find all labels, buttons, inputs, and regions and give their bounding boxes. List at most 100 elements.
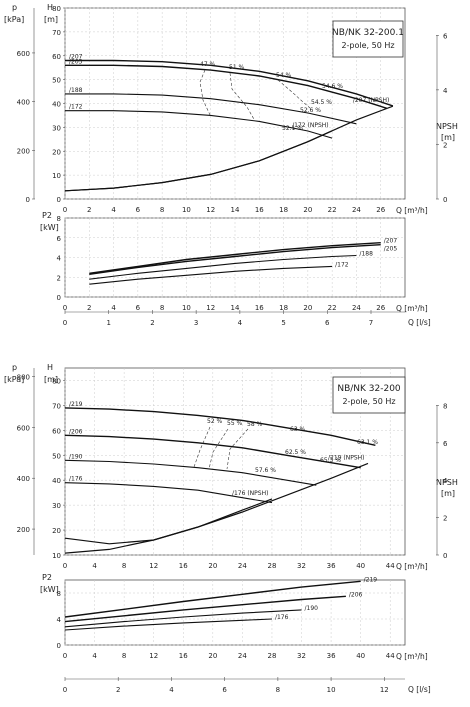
power-tick-label: 4 — [57, 616, 62, 624]
efficiency-label: 52.1 % — [282, 125, 303, 132]
ls-tick-label: 1 — [106, 319, 110, 327]
power-q-tick-label: 28 — [267, 652, 276, 660]
power-curve — [89, 242, 381, 274]
npsh-tick-label: 2 — [443, 515, 447, 523]
q-tick-label: 8 — [160, 206, 164, 214]
h-axis-label: H — [47, 363, 53, 372]
power-curve — [89, 254, 357, 280]
q-tick-label: 36 — [327, 562, 336, 570]
q-axis-label: Q [m³/h] — [396, 562, 428, 571]
power-q-tick-label: 8 — [122, 652, 126, 660]
ls-tick-label: 10 — [327, 686, 336, 694]
chart-title: NB/NK 32-200.1 — [332, 28, 404, 38]
efficiency-label: 54.6 % — [322, 83, 343, 90]
efficiency-isoline — [199, 69, 212, 118]
head-curve-label: /206 — [69, 428, 83, 435]
q-tick-label: 28 — [267, 562, 276, 570]
efficiency-isoline — [226, 428, 249, 470]
efficiency-label: 58 % — [247, 421, 263, 428]
power-q-tick-label: 20 — [303, 304, 312, 312]
h-axis-unit: [m] — [44, 375, 58, 384]
h-tick-label: 30 — [52, 124, 61, 132]
title-box — [332, 376, 406, 414]
efficiency-label: 47 % — [200, 61, 216, 68]
power-curve — [89, 244, 381, 275]
power-q-tick-label: 22 — [328, 304, 337, 312]
p-axis-unit: [kPa] — [4, 375, 24, 384]
power-q-tick-label: 26 — [376, 304, 385, 312]
q-tick-label: 24 — [238, 562, 247, 570]
power-curve-label: /219 — [364, 576, 378, 583]
power-curve-label: /205 — [384, 246, 398, 253]
power-tick-label: 2 — [57, 274, 61, 282]
efficiency-isoline — [229, 72, 256, 122]
efficiency-label: 65.3 % — [320, 457, 341, 464]
h-tick-label: 80 — [52, 377, 61, 385]
npsh-curve-label: /176 (NPSH) — [232, 490, 269, 497]
head-curve — [64, 482, 273, 504]
head-curve — [65, 64, 388, 109]
head-curve — [64, 459, 317, 486]
h-tick-label: 10 — [52, 172, 61, 180]
ls-tick-label: 7 — [369, 319, 373, 327]
power-panel-frame — [64, 579, 406, 646]
npsh-axis-label: NPSH — [436, 478, 458, 487]
power-axis-unit: [kW] — [40, 585, 59, 594]
power-tick-label: 6 — [57, 235, 62, 243]
power-q-tick-label: 32 — [297, 652, 306, 660]
title-box — [332, 20, 404, 58]
h-tick-label: 20 — [52, 527, 61, 535]
chart-top: H[m]p[kPa]010203040506070806004002000NPS… — [4, 3, 458, 327]
efficiency-label: 55 % — [227, 420, 243, 427]
q-tick-label: 12 — [206, 206, 215, 214]
power-q-tick-label: 0 — [63, 304, 67, 312]
power-curve — [89, 265, 333, 285]
efficiency-label: 52 % — [207, 418, 223, 425]
power-q-tick-label: 16 — [179, 652, 188, 660]
q-tick-label: 10 — [182, 206, 191, 214]
power-tick-label: 8 — [57, 590, 61, 598]
p-tick-label: 400 — [17, 99, 30, 107]
head-curve-label: /176 — [69, 476, 83, 483]
power-q-tick-label: 0 — [63, 652, 67, 660]
power-q-tick-label: 4 — [92, 652, 97, 660]
ls-tick-label: 8 — [276, 686, 280, 694]
q-tick-label: 20 — [303, 206, 312, 214]
h-tick-label: 70 — [52, 402, 61, 410]
power-q-tick-label: 16 — [255, 304, 264, 312]
h-tick-label: 30 — [52, 502, 61, 510]
h-tick-label: 60 — [52, 427, 61, 435]
h-tick-label: 60 — [52, 53, 61, 61]
h-tick-label: 80 — [52, 5, 61, 13]
h-tick-label: 40 — [52, 477, 61, 485]
efficiency-label: 52.6 % — [300, 107, 321, 114]
ls-tick-label: 2 — [116, 686, 120, 694]
p-axis-label: p — [12, 3, 17, 12]
npsh-tick-label: 4 — [443, 87, 448, 95]
power-q-tick-label: 14 — [231, 304, 240, 312]
efficiency-label: 62.5 % — [285, 449, 306, 456]
npsh-curve-label: /219 (NPSH) — [328, 454, 365, 461]
ls-tick-label: 0 — [63, 319, 67, 327]
q-tick-label: 0 — [63, 562, 67, 570]
power-tick-label: 0 — [57, 642, 61, 650]
ls-tick-label: 2 — [150, 319, 154, 327]
efficiency-label: 57.6 % — [255, 467, 276, 474]
p-tick-label: 200 — [17, 526, 30, 534]
chart-subtitle: 2-pole, 50 Hz — [341, 41, 394, 50]
efficiency-isoline — [277, 79, 311, 109]
power-curve — [64, 609, 302, 628]
h-axis-label: H — [47, 3, 53, 12]
chart-bottom: H[m]p[kPa]1020304050607080800600400200NP… — [4, 363, 458, 694]
p-tick-label: 800 — [17, 374, 30, 382]
power-q-tick-label: 10 — [182, 304, 191, 312]
p-axis-unit: [kPa] — [4, 15, 24, 24]
head-curve — [65, 93, 357, 125]
efficiency-isoline — [208, 428, 229, 470]
power-axis-unit: [kW] — [40, 223, 59, 232]
power-curve-label: /190 — [305, 605, 319, 612]
efficiency-label: 54.5 % — [311, 99, 332, 106]
ls-axis-label: Q [l/s] — [408, 318, 431, 327]
power-curve — [64, 595, 346, 623]
